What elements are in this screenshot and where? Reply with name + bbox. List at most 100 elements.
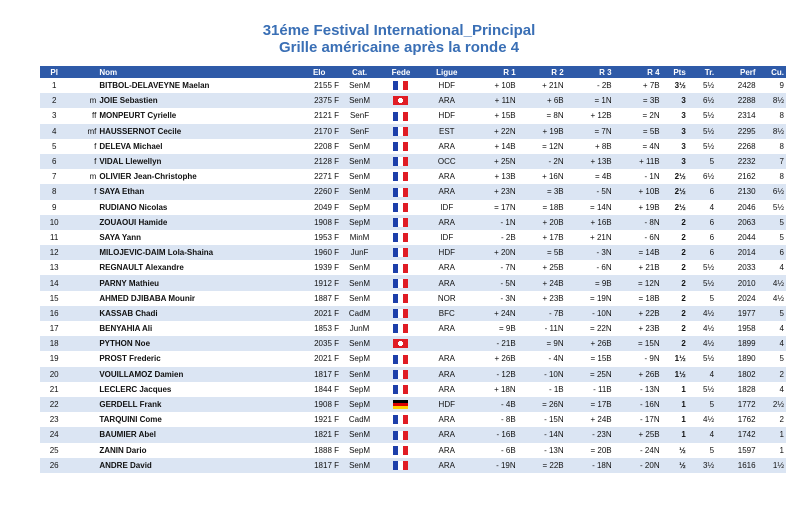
player-name: REGNAULT Alexandre — [99, 263, 184, 273]
table-row[interactable]: 11 SAYA Yann 1953 F MinM IDF - 2B + 17B + 21N - … — [40, 230, 786, 245]
tiebreak-cell: 5½ — [687, 275, 717, 291]
performance-cell: 2024 — [737, 293, 756, 303]
col-header-perf[interactable]: Perf — [716, 66, 758, 78]
table-row[interactable]: 9 RUDIANO Nicolas 2049 F SepM IDF = 17N = 18B =… — [40, 200, 786, 215]
category-cell: SepM — [349, 354, 370, 364]
round3-cell: + 24B — [590, 415, 612, 425]
table-row[interactable]: 2 m JOIE Sebastien 2375 F SenM ARA + 11N + 6B = … — [40, 93, 786, 109]
rank-cell: 25 — [49, 445, 59, 455]
table-row[interactable]: 17 BENYAHIA Ali 1853 F JunM ARA = 9B - 11N = 22… — [40, 321, 786, 336]
round3-cell: = 20B — [590, 445, 612, 455]
performance-cell: 1742 — [716, 427, 758, 443]
federation-cell — [378, 260, 424, 275]
cumulative-cell: 8½ — [757, 93, 786, 109]
round4-cell: = 2N — [642, 111, 660, 121]
cumulative-cell: 8 — [779, 141, 784, 151]
federation-cell — [378, 291, 424, 306]
table-row[interactable]: 20 VOUILLAMOZ Damien 1817 F SenM ARA - 12B - 1… — [40, 366, 786, 382]
player-name: KASSAB Chadi — [99, 308, 158, 318]
table-row[interactable]: 18 PYTHON Noe 2035 F SenM - 21B = 9N + 26B = 15… — [40, 336, 786, 352]
round2-cell: - 4N — [548, 354, 564, 364]
round4-cell: = 15N — [613, 336, 662, 352]
player-cell: TARQUINI Come — [68, 412, 297, 427]
table-row[interactable]: 21 LECLERC Jacques 1844 F SepM ARA + 18N - 1B -… — [40, 382, 786, 397]
elo-cell: 1853 F — [314, 324, 339, 334]
federation-cell — [378, 351, 424, 366]
league-cell: ARA — [438, 384, 455, 394]
col-header-cu[interactable]: Cu. — [757, 66, 786, 78]
player-title: mf — [87, 126, 97, 136]
table-row[interactable]: 6 f VIDAL Llewellyn 2128 F SenM OCC + 25N - 2N +… — [40, 153, 786, 170]
player-name: LECLERC Jacques — [99, 384, 172, 394]
col-header-ligue[interactable]: Ligue — [423, 66, 470, 78]
round4-cell: + 7B — [642, 81, 660, 91]
performance-cell: 1762 — [737, 415, 756, 425]
round1-cell: + 15B — [494, 111, 516, 121]
points-cell: 2 — [661, 305, 688, 321]
table-row[interactable]: 5 f DELEVA Michael 2208 F SenM ARA + 14B = 12N +… — [40, 139, 786, 154]
col-header-nom[interactable]: Nom — [68, 66, 298, 78]
report-header: 31éme Festival International_Principal G… — [0, 22, 798, 56]
table-row[interactable]: 22 GERDELL Frank 1908 F SepM HDF - 4B = 26N = 1… — [40, 396, 786, 413]
col-header-r1[interactable]: R 1 — [469, 66, 518, 78]
table-row[interactable]: 12 MILOJEVIC-DAIM Lola-Shaina 1960 F JunF HD… — [40, 245, 786, 261]
elo-cell: 1953 F — [314, 232, 339, 242]
rank-cell: 12 — [40, 245, 69, 261]
round2-cell: = 8N — [546, 111, 564, 121]
table-row[interactable]: 1 BITBOL-DELAVEYNE Maelan 2155 F SenM HDF + 1… — [40, 78, 786, 93]
federation-cell — [378, 336, 424, 352]
category-cell: SenM — [341, 336, 379, 352]
round1-cell: + 13B — [494, 172, 516, 182]
table-row[interactable]: 16 KASSAB Chadi 2021 F CadM BFC + 24N - 7B - 10… — [40, 305, 786, 321]
rank-cell: 21 — [49, 384, 59, 394]
tiebreak-cell: 5 — [709, 445, 715, 455]
rank-cell: 6 — [40, 153, 69, 170]
round4-cell: + 10B — [613, 184, 662, 200]
table-row[interactable]: 4 mf HAUSSERNOT Cecile 2170 F SenF EST + 22N + … — [40, 123, 786, 139]
player-title: ff — [92, 111, 97, 121]
rank-cell: 3 — [51, 111, 57, 121]
table-row[interactable]: 10 ZOUAOUI Hamide 1908 F SepM ARA - 1N + 20B + … — [40, 214, 786, 230]
col-header-pl[interactable]: Pl — [40, 66, 69, 78]
player-title: m — [89, 172, 97, 182]
cumulative-cell: 4½ — [757, 275, 786, 291]
category-cell: SepM — [341, 396, 379, 413]
table-row[interactable]: 25 ZANIN Dario 1888 F SepM ARA - 6B - 13N = 20B… — [40, 443, 786, 458]
player-cell: mf HAUSSERNOT Cecile — [68, 123, 298, 139]
table-row[interactable]: 26 ANDRE David 1817 F SenM ARA - 19N = 22B - 18… — [40, 457, 786, 473]
round3-cell: + 16B — [565, 214, 614, 230]
round1-cell: + 26B — [494, 354, 516, 364]
col-header-r4[interactable]: R 4 — [613, 66, 662, 78]
table-row[interactable]: 14 PARNY Mathieu 1912 F SenM ARA - 5N + 24B = 9… — [40, 275, 786, 291]
rank-cell: 20 — [40, 366, 69, 382]
table-row[interactable]: 13 REGNAULT Alexandre 1939 F SenM ARA - 7N + 2… — [40, 260, 786, 275]
performance-cell: 2288 — [716, 93, 758, 109]
table-row[interactable]: 7 m OLIVIER Jean-Christophe 2271 F SenM ARA + … — [40, 169, 786, 184]
table-row[interactable]: 15 AHMED DJIBABA Mounir 1887 F SenM NOR - 3N +… — [40, 291, 786, 306]
round3-cell: = 15B — [590, 354, 612, 364]
france-flag-icon — [393, 248, 409, 258]
france-flag-icon — [393, 385, 409, 395]
col-header-r3[interactable]: R 3 — [565, 66, 614, 78]
table-row[interactable]: 3 ff MONPEURT Cyrielle 2121 F SenF HDF + 15B = … — [40, 108, 786, 123]
col-header-r2[interactable]: R 2 — [517, 66, 566, 78]
table-row[interactable]: 19 PROST Frederic 2021 F SepM ARA + 26B - 4N = … — [40, 351, 786, 366]
col-header-elo[interactable]: Elo — [297, 66, 341, 78]
table-row[interactable]: 23 TARQUINI Come 1921 F CadM ARA - 8B - 15N + 2… — [40, 412, 786, 427]
round2-cell: + 17B — [542, 232, 564, 242]
germany-flag-icon — [393, 400, 409, 410]
round2-cell: + 16N — [542, 172, 564, 182]
round1-cell: - 4B — [469, 396, 518, 413]
table-row[interactable]: 8 f SAYA Ethan 2260 F SenM ARA + 23N = 3B - 5N + … — [40, 184, 786, 200]
france-flag-icon — [393, 172, 409, 182]
col-header-cat[interactable]: Cat. — [341, 66, 379, 78]
table-row[interactable]: 24 BAUMIER Abel 1821 F SenM ARA - 16B - 14N - 2… — [40, 427, 786, 443]
round1-cell: - 21B — [469, 336, 518, 352]
col-header-fede[interactable]: Fede — [378, 66, 424, 78]
col-header-tr[interactable]: Tr. — [687, 66, 717, 78]
col-header-pts[interactable]: Pts — [661, 66, 688, 78]
elo-cell: 1908 F — [297, 214, 341, 230]
round3-cell: + 8B — [594, 141, 612, 151]
round3-cell: = 22N — [590, 324, 612, 334]
round1-cell: + 10B — [494, 81, 516, 91]
